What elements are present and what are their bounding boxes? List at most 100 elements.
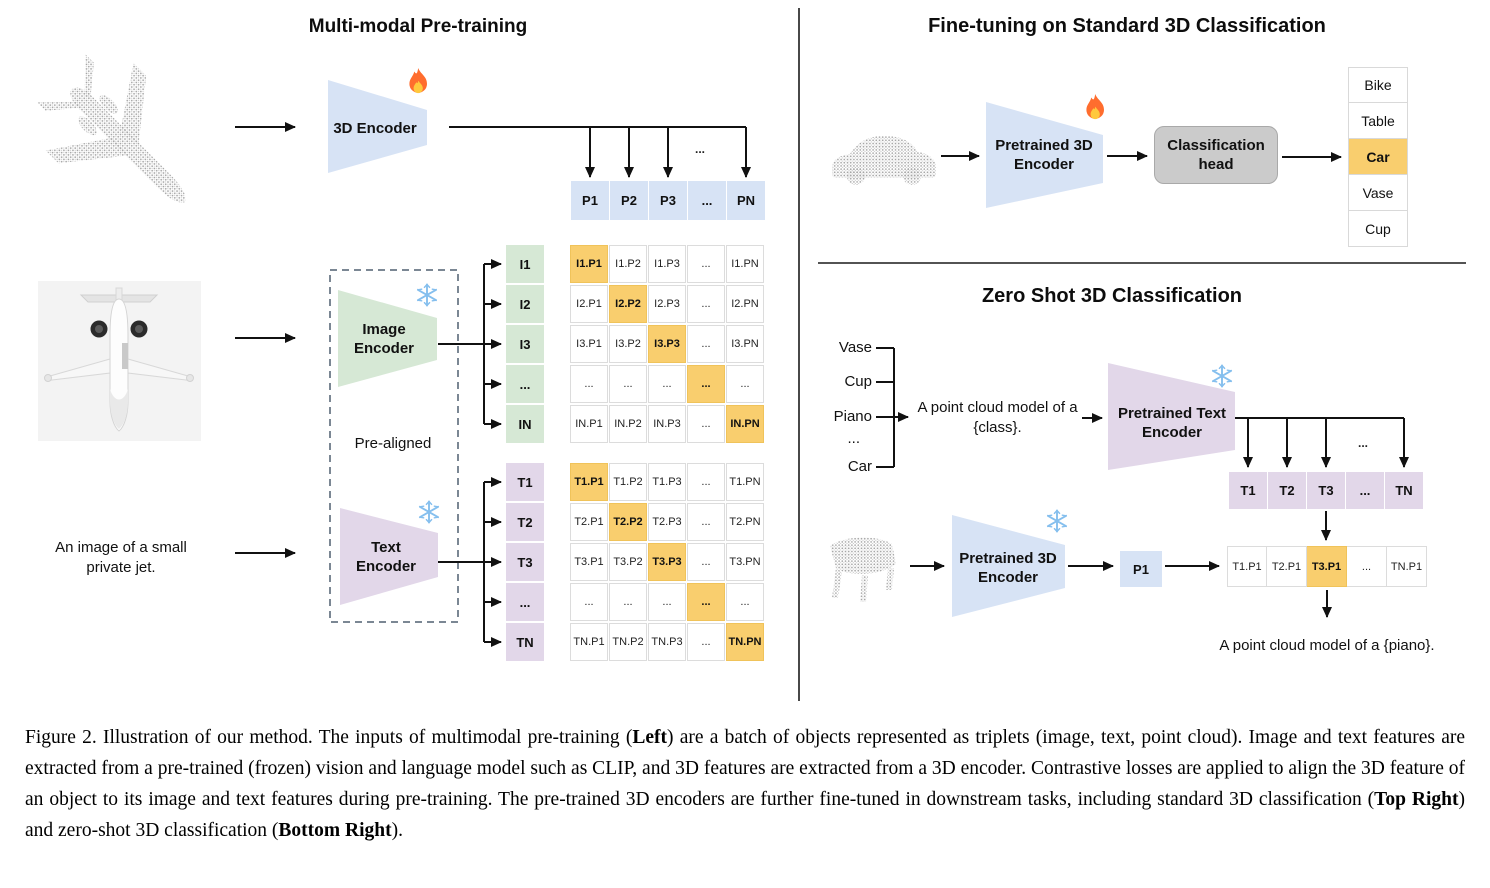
matrix-cell: ...	[648, 583, 686, 621]
matrix-cell: TN.PN	[726, 623, 764, 661]
sim-cell: ...	[1347, 546, 1387, 587]
matrix-cell: ...	[648, 365, 686, 403]
caption-segment-bold: Bottom Right	[278, 820, 392, 841]
zeroshot-title: Zero Shot 3D Classification	[981, 285, 1243, 307]
caption-segment-bold: Left	[632, 727, 667, 748]
matrix-cell: T3.PN	[726, 543, 764, 581]
matrix-cell: TN.P1	[570, 623, 608, 661]
matrix-cell: IN.PN	[726, 405, 764, 443]
connector-arrows	[235, 122, 1409, 647]
caption-segment-bold: Top Right	[1374, 789, 1459, 810]
matrix-cell: I3.P1	[570, 325, 608, 363]
pretrained-text-encoder-label: Pretrained Text Encoder	[1117, 405, 1227, 441]
image-point-similarity-matrix: I1.P1 I1.P2 I1.P3 ... I1.PN I2.P1 I2.P2 …	[570, 245, 764, 443]
ellipsis: ...	[1357, 436, 1368, 450]
matrix-cell: ...	[687, 325, 725, 363]
jet-image	[38, 281, 201, 441]
matrix-cell: TN.P2	[609, 623, 647, 661]
prompt-text: A point cloud model of a {class}.	[917, 399, 1078, 436]
matrix-cell: T1.P1	[570, 463, 608, 501]
i-label: I2	[506, 285, 544, 323]
zs-similarity-row: T1.P1 T2.P1 T3.P1 ... TN.P1	[1227, 546, 1427, 587]
text-encoder-shape	[340, 508, 438, 605]
fire-icon	[1086, 94, 1104, 120]
matrix-cell: T1.PN	[726, 463, 764, 501]
caption-segment: ) and zero-shot 3D classification (	[25, 789, 1465, 841]
sim-cell: T2.P1	[1267, 546, 1307, 587]
classification-head: Classification head	[1154, 126, 1278, 184]
matrix-cell: ...	[687, 503, 725, 541]
zs-result-text: A point cloud model of a {piano}.	[1219, 637, 1435, 654]
zs-text-feature-row: T1 T2 T3 ... TN	[1229, 472, 1423, 509]
class-list: Bike Table Car Vase Cup	[1348, 67, 1408, 247]
matrix-cell: ...	[609, 583, 647, 621]
caption-segment: ) are a batch of objects represented as …	[25, 727, 1465, 810]
t-cell: T1	[1229, 472, 1267, 509]
text-point-similarity-matrix: T1.P1 T1.P2 T1.P3 ... T1.PN T2.P1 T2.P2 …	[570, 463, 764, 661]
snowflake-icon	[1046, 509, 1068, 533]
p-cell: P3	[649, 181, 687, 220]
class-cell-predicted: Car	[1348, 139, 1408, 175]
fire-icon	[409, 68, 427, 94]
matrix-cell: ...	[687, 543, 725, 581]
car-point-cloud	[832, 136, 936, 185]
matrix-cell: TN.P3	[648, 623, 686, 661]
zs-pretrained-3d-encoder-shape	[952, 515, 1065, 617]
pretrained-text-encoder-shape	[1108, 363, 1235, 470]
diagram-graphics	[37, 8, 1466, 701]
i-label: ...	[506, 365, 544, 403]
matrix-cell: T1.P2	[609, 463, 647, 501]
matrix-cell: T2.PN	[726, 503, 764, 541]
class-cell: Table	[1348, 103, 1408, 139]
p-cell: P1	[571, 181, 609, 220]
t-cell: T3	[1307, 472, 1345, 509]
class-cell: Vase	[1348, 175, 1408, 211]
zs-class-ellipsis: ...	[847, 430, 860, 447]
matrix-cell: ...	[726, 583, 764, 621]
matrix-cell: ...	[687, 365, 725, 403]
encoder-shapes	[328, 80, 1235, 617]
pretraining-title: Multi-modal Pre-training	[308, 16, 528, 37]
zs-class-label: Car	[847, 458, 872, 475]
encoder-3d-label: 3D Encoder	[333, 120, 417, 137]
matrix-cell: I2.P1	[570, 285, 608, 323]
input-text-caption: An image of a small private jet.	[55, 539, 187, 576]
matrix-cell: T2.P2	[609, 503, 647, 541]
matrix-cell: I1.P2	[609, 245, 647, 283]
pretrained-3d-encoder-label: Pretrained 3D Encoder	[995, 137, 1093, 173]
matrix-cell: ...	[687, 245, 725, 283]
matrix-cell: I2.P2	[609, 285, 647, 323]
matrix-cell: ...	[726, 365, 764, 403]
matrix-cell: IN.P2	[609, 405, 647, 443]
t-cell: T2	[1268, 472, 1306, 509]
sim-cell: TN.P1	[1387, 546, 1427, 587]
p1-feature-box: P1	[1120, 551, 1162, 587]
caption-segment: Figure 2. Illustration of our method. Th…	[25, 727, 633, 748]
zs-class-label: Cup	[844, 373, 872, 390]
ellipsis: ...	[694, 142, 705, 156]
sim-cell: T1.P1	[1227, 546, 1267, 587]
airplane-point-cloud	[37, 54, 186, 203]
matrix-cell: I3.P3	[648, 325, 686, 363]
t-label: T2	[506, 503, 544, 541]
matrix-cell: I1.P3	[648, 245, 686, 283]
image-encoder-label: Image Encoder	[353, 321, 414, 357]
p-cell: P2	[610, 181, 648, 220]
sim-cell-max: T3.P1	[1307, 546, 1347, 587]
matrix-cell: I3.PN	[726, 325, 764, 363]
matrix-cell: I1.P1	[570, 245, 608, 283]
t-label: ...	[506, 583, 544, 621]
matrix-cell: I3.P2	[609, 325, 647, 363]
zs-class-label: Vase	[838, 339, 872, 356]
panel-dividers	[798, 8, 1466, 701]
i-label: I1	[506, 245, 544, 283]
t-cell: ...	[1346, 472, 1384, 509]
matrix-cell: T2.P3	[648, 503, 686, 541]
finetune-title: Fine-tuning on Standard 3D Classificatio…	[928, 15, 1326, 37]
matrix-cell: ...	[687, 463, 725, 501]
p-feature-row: P1 P2 P3 ... PN	[571, 181, 765, 220]
matrix-cell: T3.P2	[609, 543, 647, 581]
image-feature-labels: I1 I2 I3 ... IN	[506, 245, 544, 443]
encoder-3d-shape	[328, 80, 427, 173]
pretrained-3d-encoder-shape	[986, 102, 1103, 208]
